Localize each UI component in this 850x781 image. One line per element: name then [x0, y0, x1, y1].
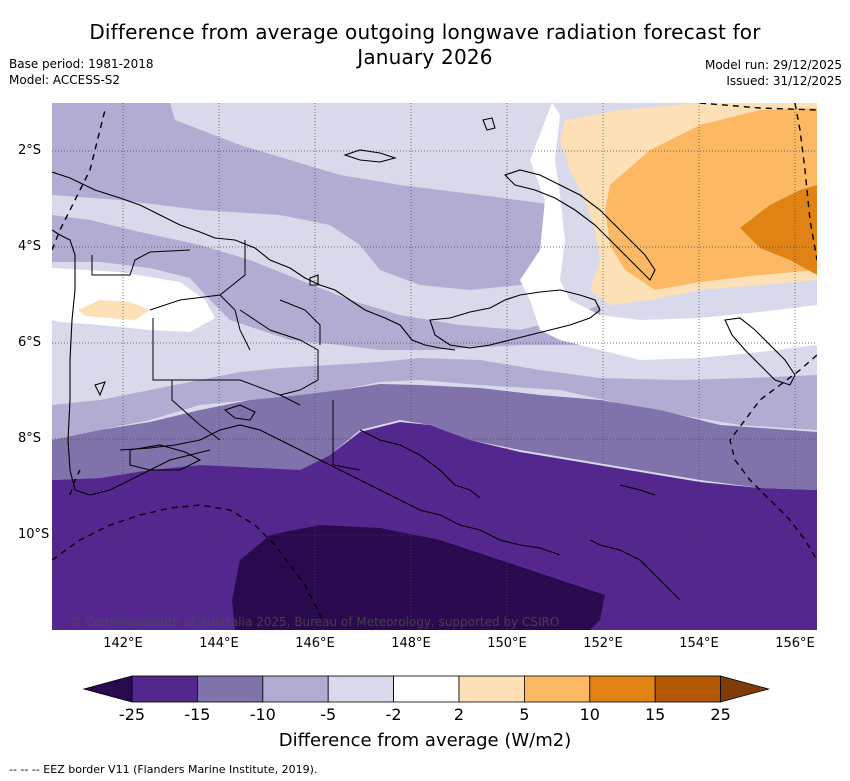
- band-minus2-minus5-mid: [52, 262, 817, 405]
- colorbar-title: Difference from average (W/m2): [278, 730, 572, 751]
- copyright-text: © Commonwealth of Australia 2025, Bureau…: [70, 615, 560, 629]
- longitude-tick: 154°E: [679, 636, 719, 651]
- band-minus10-minus15: [52, 384, 817, 490]
- colorbar-tick-label: -5: [320, 705, 337, 724]
- colorbar-segment: [458, 675, 525, 703]
- colorbar-segment: [196, 675, 264, 703]
- colorbar-tick-label: -2: [385, 705, 402, 724]
- longitude-tick: 152°E: [583, 636, 623, 651]
- colorbar: [82, 675, 771, 703]
- colorbar-segment: [262, 675, 329, 703]
- band-minus5-minus10-upper: [52, 103, 555, 290]
- longitude-tick: 144°E: [199, 636, 239, 651]
- band-neutral: [520, 103, 817, 360]
- longitude-tick: 148°E: [391, 636, 431, 651]
- colorbar-segment: [131, 675, 198, 703]
- base-period-text: Base period: 1981-2018: [9, 57, 154, 71]
- colorbar-tick-label: -15: [184, 705, 211, 724]
- title-line-1: Difference from average outgoing longwav…: [89, 20, 761, 44]
- colorbar-tick-label: 15: [645, 705, 666, 724]
- meta-right: Model run: 29/12/2025 Issued: 31/12/2025: [705, 57, 842, 89]
- band-plus10-plus15: [740, 185, 817, 275]
- longitude-tick: 142°E: [103, 636, 143, 651]
- colorbar-segment: [654, 675, 722, 703]
- colorbar-segment: [589, 675, 656, 703]
- latitude-tick: 10°S: [18, 527, 50, 542]
- latitude-tick: 4°S: [18, 239, 42, 254]
- colorbar-segment: [524, 675, 591, 703]
- colorbar-segment: [393, 675, 460, 703]
- title-line-2: January 2026: [357, 45, 493, 69]
- longitude-tick: 146°E: [295, 636, 335, 651]
- colorbar-tick-label: 10: [579, 705, 600, 724]
- colorbar-tick-label: 25: [710, 705, 731, 724]
- latitude-tick: 2°S: [18, 143, 42, 158]
- longitude-tick: 156°E: [775, 636, 815, 651]
- issued-text: Issued: 31/12/2025: [726, 74, 842, 88]
- colorbar-segment: [327, 675, 395, 703]
- forecast-field: [52, 103, 817, 630]
- colorbar-tick-label: -10: [249, 705, 276, 724]
- longitude-tick: 150°E: [487, 636, 527, 651]
- coastlines: [52, 117, 796, 601]
- latitude-tick: 8°S: [18, 431, 42, 446]
- band-plus2-plus5-west: [78, 300, 150, 320]
- meta-left: Base period: 1981-2018 Model: ACCESS-S2: [9, 56, 154, 88]
- band-minus5-minus10-mid: [52, 215, 817, 440]
- colorbar-tick-label: 5: [519, 705, 530, 724]
- chart-title: Difference from average outgoing longwav…: [0, 20, 850, 70]
- colorbar-tick-label: 2: [453, 705, 465, 724]
- borders: [91, 240, 361, 471]
- colorbar-tick-label: -25: [118, 705, 146, 724]
- colorbar-arrow-low: [82, 675, 133, 703]
- colorbar-arrow-high: [720, 675, 771, 703]
- band-below-minus25: [232, 525, 605, 630]
- model-text: Model: ACCESS-S2: [9, 73, 121, 87]
- eez-borders: [52, 103, 817, 626]
- graticule: [52, 103, 817, 630]
- latitude-tick: 6°S: [18, 335, 42, 350]
- model-run-text: Model run: 29/12/2025: [704, 58, 842, 72]
- eez-legend: -- -- -- EEZ border V11 (Flanders Marine…: [9, 763, 318, 776]
